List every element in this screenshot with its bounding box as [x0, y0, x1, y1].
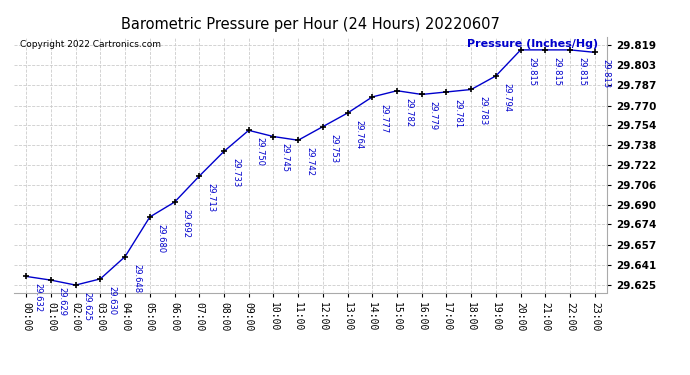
Text: 29.764: 29.764 [355, 120, 364, 149]
Text: 29.632: 29.632 [33, 284, 42, 312]
Text: 29.750: 29.750 [255, 137, 265, 166]
Text: 29.781: 29.781 [453, 99, 462, 128]
Text: 29.713: 29.713 [206, 183, 215, 212]
Text: 29.779: 29.779 [428, 101, 437, 130]
Title: Barometric Pressure per Hour (24 Hours) 20220607: Barometric Pressure per Hour (24 Hours) … [121, 17, 500, 32]
Text: 29.783: 29.783 [478, 96, 487, 126]
Text: 29.815: 29.815 [552, 57, 562, 86]
Text: 29.742: 29.742 [305, 147, 314, 176]
Text: 29.625: 29.625 [83, 292, 92, 321]
Text: 29.733: 29.733 [231, 158, 240, 188]
Text: 29.629: 29.629 [58, 287, 67, 316]
Text: 29.753: 29.753 [330, 134, 339, 163]
Text: 29.692: 29.692 [181, 209, 190, 238]
Text: 29.815: 29.815 [528, 57, 537, 86]
Text: 29.630: 29.630 [107, 286, 117, 315]
Text: Copyright 2022 Cartronics.com: Copyright 2022 Cartronics.com [20, 40, 161, 49]
Text: 29.794: 29.794 [503, 83, 512, 112]
Text: 29.813: 29.813 [602, 59, 611, 88]
Text: 29.648: 29.648 [132, 264, 141, 292]
Text: 29.745: 29.745 [280, 144, 289, 172]
Text: 29.680: 29.680 [157, 224, 166, 253]
Text: 29.777: 29.777 [380, 104, 388, 133]
Text: Pressure (Inches/Hg): Pressure (Inches/Hg) [467, 39, 598, 49]
Text: 29.815: 29.815 [577, 57, 586, 86]
Text: 29.782: 29.782 [404, 98, 413, 127]
